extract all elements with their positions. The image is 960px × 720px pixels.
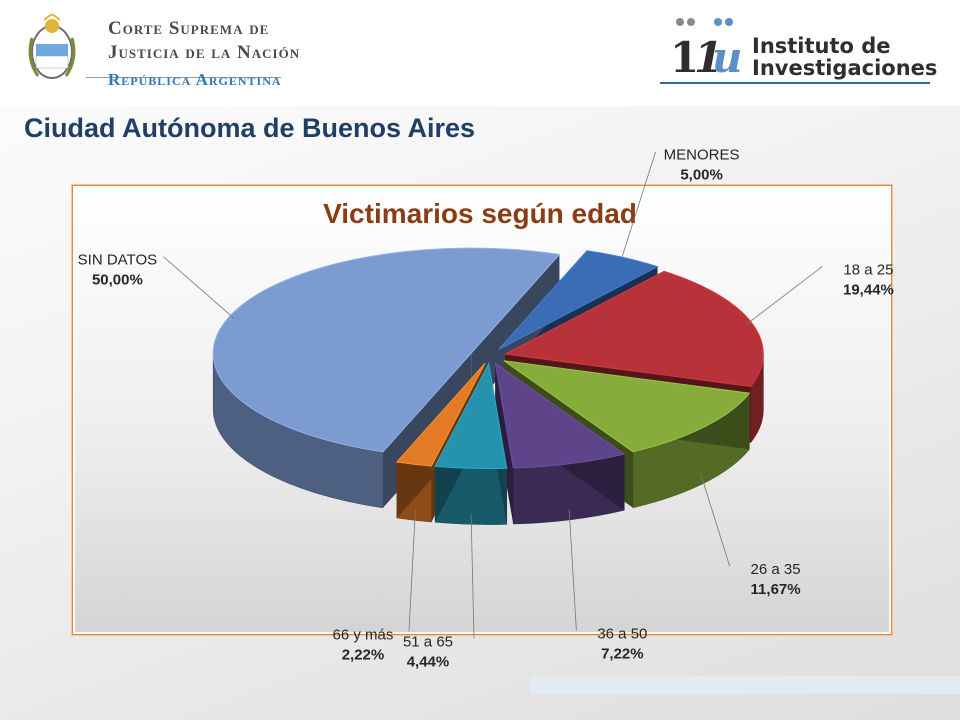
coat-of-arms-icon xyxy=(28,12,76,79)
csjn-line-2: Justicia de la Nación xyxy=(108,42,301,63)
pie-tops xyxy=(212,247,764,470)
pie-cut-3-1 xyxy=(495,363,514,524)
pie-label-name-5: 66 y más xyxy=(333,626,394,643)
pie-label-name-1: 18 a 25 xyxy=(843,261,893,278)
leader-line-3 xyxy=(568,509,577,631)
pie-slice-2 xyxy=(503,360,751,453)
instituto-line-1: Instituto de xyxy=(752,34,891,58)
pie-label-value-0: 5,00% xyxy=(680,167,723,184)
leader-line-5 xyxy=(408,509,416,632)
svg-text:1: 1 xyxy=(670,33,699,80)
pie-slice-3 xyxy=(494,362,626,469)
page-title: Ciudad Autónoma de Buenos Aires xyxy=(24,113,476,143)
pie-label-value-3: 7,22% xyxy=(601,645,644,662)
pie-label-name-3: 36 a 50 xyxy=(597,625,647,642)
pie-label-name-4: 51 a 65 xyxy=(403,634,453,651)
header-band xyxy=(0,0,960,106)
pie-slice-5 xyxy=(395,362,486,467)
pie-labels: MENORES 5,00% 18 a 25 19,44% 26 a 35 11,67% 36… xyxy=(78,147,894,671)
instituto-mark-icon: 1 1 u xyxy=(670,18,743,82)
svg-text:1: 1 xyxy=(694,33,723,80)
leader-line-0 xyxy=(620,151,656,260)
instituto-line-2: Investigaciones xyxy=(752,56,938,80)
pie-slice-6 xyxy=(212,247,561,453)
leader-line-6 xyxy=(163,256,234,319)
pie-label-name-6: SIN DATOS xyxy=(78,252,157,269)
pie-slice-1 xyxy=(503,270,764,388)
csjn-logo: Corte Suprema de Justicia de la Nación R… xyxy=(22,12,299,94)
leader-line-1 xyxy=(746,266,823,325)
pie-slice-0 xyxy=(498,250,659,350)
pie-label-value-6: 50,00% xyxy=(92,272,143,289)
leader-line-4 xyxy=(470,513,475,639)
pie-label-value-2: 11,67% xyxy=(751,581,801,598)
pie-label-value-1: 19,44% xyxy=(843,281,894,298)
instituto-logo: 1 1 u Instituto de Investigaciones xyxy=(660,14,940,84)
csjn-line-3: República Argentina xyxy=(108,70,282,89)
pie-slice-4 xyxy=(434,361,508,470)
bottom-strip xyxy=(530,676,960,694)
pie-label-value-4: 4,44% xyxy=(407,654,450,671)
pie-label-value-5: 2,22% xyxy=(342,646,385,663)
pie-label-name-2: 26 a 35 xyxy=(751,561,801,578)
instituto-underline xyxy=(660,82,930,84)
csjn-line-1: Corte Suprema de xyxy=(108,18,270,39)
leader-line-2 xyxy=(700,472,730,567)
csjn-divider xyxy=(86,77,281,78)
pie-label-name-0: MENORES xyxy=(664,147,740,164)
svg-text:u: u xyxy=(712,33,743,80)
chart-title: Victimarios según edad xyxy=(323,198,637,229)
